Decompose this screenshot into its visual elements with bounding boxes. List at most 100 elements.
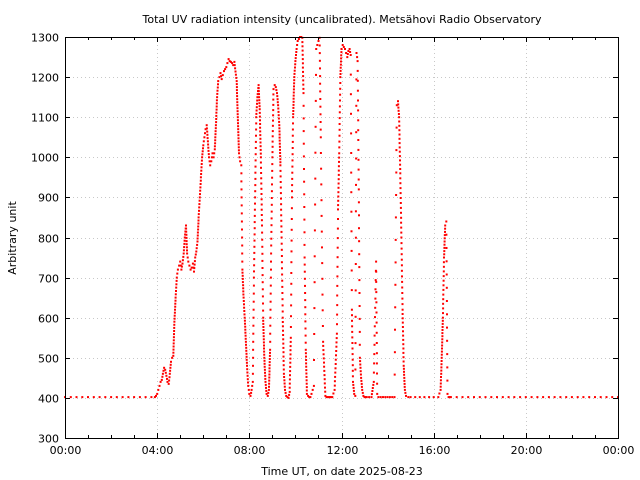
data-point xyxy=(244,322,246,325)
data-point xyxy=(405,394,407,397)
data-point xyxy=(356,69,359,72)
data-point xyxy=(193,267,196,270)
data-point xyxy=(321,325,324,327)
data-point xyxy=(375,362,378,365)
data-point xyxy=(444,224,447,227)
data-point xyxy=(268,354,271,357)
data-point xyxy=(301,58,304,61)
data-point xyxy=(280,203,283,206)
data-point xyxy=(236,92,238,95)
data-point xyxy=(75,396,78,399)
data-point xyxy=(353,392,356,395)
data-point xyxy=(253,270,255,273)
data-point xyxy=(357,148,360,151)
data-point xyxy=(290,315,292,318)
data-point xyxy=(357,119,360,122)
data-point xyxy=(302,75,305,78)
data-point xyxy=(208,156,210,159)
data-point xyxy=(313,333,316,335)
data-point xyxy=(297,38,300,40)
data-point xyxy=(280,208,283,211)
data-point xyxy=(264,374,267,377)
data-point xyxy=(400,231,403,234)
data-point xyxy=(144,396,147,399)
data-point xyxy=(401,308,404,311)
data-point xyxy=(355,183,357,186)
data-point xyxy=(271,163,274,166)
data-point xyxy=(319,75,322,78)
data-point xyxy=(302,104,305,107)
data-point xyxy=(371,387,374,389)
data-point xyxy=(324,394,327,397)
data-point xyxy=(253,208,256,211)
data-point xyxy=(588,396,591,399)
data-point xyxy=(241,277,244,280)
data-point xyxy=(323,361,325,364)
data-point xyxy=(256,93,259,96)
data-point xyxy=(197,219,200,222)
data-point xyxy=(375,311,378,314)
data-point xyxy=(254,190,257,193)
data-point xyxy=(303,193,306,196)
data-point xyxy=(280,255,283,257)
data-point xyxy=(260,208,263,211)
data-point xyxy=(281,316,284,319)
data-point xyxy=(277,110,280,113)
data-point xyxy=(401,292,404,294)
data-point xyxy=(247,381,249,384)
data-point xyxy=(196,237,199,240)
data-point xyxy=(314,99,317,102)
data-point xyxy=(289,326,292,328)
data-point xyxy=(256,99,259,102)
data-point xyxy=(252,364,254,367)
data-point xyxy=(441,347,443,350)
data-point xyxy=(255,128,258,131)
data-point xyxy=(223,70,225,73)
data-point xyxy=(349,73,352,76)
data-point xyxy=(213,145,216,148)
data-point xyxy=(348,48,351,50)
data-point xyxy=(292,106,295,109)
data-point xyxy=(270,203,273,206)
data-point xyxy=(183,239,186,242)
data-point xyxy=(290,282,293,285)
y-tick-label: 1000 xyxy=(31,152,59,165)
data-point xyxy=(358,227,360,230)
data-point xyxy=(320,214,323,217)
data-point xyxy=(81,396,84,399)
data-point xyxy=(359,370,362,373)
data-point xyxy=(338,128,341,131)
data-point xyxy=(403,385,406,388)
data-point xyxy=(254,196,257,199)
data-point xyxy=(282,338,285,341)
data-point xyxy=(292,113,295,116)
data-point xyxy=(174,302,177,305)
data-point xyxy=(201,156,204,159)
data-point xyxy=(278,124,281,127)
data-point xyxy=(270,230,273,233)
data-point xyxy=(173,323,176,326)
data-point xyxy=(388,396,391,399)
data-point xyxy=(173,330,176,332)
data-point xyxy=(414,396,417,399)
data-point xyxy=(331,396,334,399)
data-point xyxy=(185,240,188,243)
data-point xyxy=(403,370,405,373)
data-point xyxy=(155,394,157,397)
data-point xyxy=(398,124,401,127)
data-point xyxy=(241,236,244,239)
data-point xyxy=(182,249,185,252)
data-point xyxy=(394,238,397,241)
data-point xyxy=(399,182,402,185)
data-point xyxy=(263,356,266,359)
data-point xyxy=(445,300,448,302)
data-point xyxy=(350,249,353,252)
data-point xyxy=(322,353,325,356)
data-point xyxy=(281,285,284,288)
data-point xyxy=(205,127,208,130)
data-point xyxy=(240,204,243,207)
data-point xyxy=(183,236,186,239)
data-point xyxy=(372,380,375,383)
data-point xyxy=(214,139,217,142)
data-point xyxy=(255,109,258,112)
